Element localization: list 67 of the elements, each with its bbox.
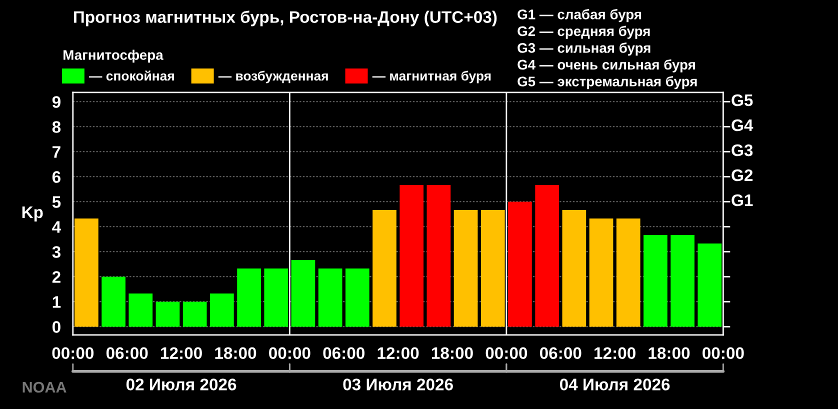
bar [182,302,207,327]
x-tick-label: 18:00 [432,347,473,360]
y-tick-label: 3 [52,246,60,258]
x-tick-label: 06:00 [106,347,148,360]
text: G3 [732,144,753,156]
bar [345,268,370,327]
bar [237,268,261,327]
bar [535,184,559,327]
text: G3 — сильная буря [518,42,650,56]
bar [426,184,451,327]
y-tick-label: 7 [52,146,60,158]
bar [698,243,722,327]
x-tick-label: 06:00 [540,347,582,360]
text: NOAA [22,382,66,393]
bar [128,293,153,327]
bar [400,184,424,327]
x-tick-label: 18:00 [215,347,256,360]
bar [480,210,505,327]
x-tick-label: 00:00 [486,347,528,360]
text: G4 [732,119,754,132]
legend-label: — возбужденная [218,70,328,84]
bar [589,218,614,327]
text: G5 — экстремальная буря [518,76,697,90]
bar [670,234,694,327]
x-tick-label: 06:00 [323,347,364,360]
bar [644,234,668,327]
y-tick-label: 2 [52,271,60,283]
legend-label: — спокойная [89,70,174,81]
bar [616,218,640,327]
bar [102,276,126,327]
x-tick-label: 12:00 [161,347,202,360]
bar [264,268,288,327]
y-tick-label: 5 [52,196,61,208]
bar [74,218,98,327]
bar [508,202,532,327]
text: 02 Июля 2026 [126,378,236,390]
x-tick-label: 00:00 [52,347,94,360]
y-axis-title: Kp [22,206,43,222]
text: G1 [732,194,753,206]
x-tick-label: 00:00 [269,347,310,360]
bar [454,210,478,327]
y-tick-label: 0 [52,321,60,333]
text: G2 [732,169,753,182]
y-tick-label: 8 [52,121,61,133]
bar [156,302,180,327]
x-tick-label: 18:00 [648,347,690,360]
text: 04 Июля 2026 [560,378,670,390]
x-tick-label: 00:00 [702,347,744,360]
chart-title: Прогноз магнитных бурь, Ростов-на-Дону (UTC+03) [74,10,497,26]
text: G5 [732,94,753,106]
bar [210,293,234,327]
text: G2 — средняя буря [518,26,650,39]
text: G4 — очень сильная буря [518,59,695,72]
x-tick-label: 12:00 [594,347,636,360]
text: 03 Июля 2026 [343,378,453,390]
text: G1 — слабая буря [518,9,642,22]
bar [291,260,316,327]
y-tick-label: 4 [52,221,62,233]
x-tick-label: 12:00 [378,347,419,360]
bar [562,210,586,327]
bar [318,268,342,327]
y-tick-label: 6 [52,171,60,183]
y-tick-label: 1 [52,296,61,308]
bar [372,210,396,327]
y-tick-label: 9 [52,96,60,108]
legend-label: — магнитная буря [372,70,491,84]
legend-title: Магнитосфера [64,50,164,63]
